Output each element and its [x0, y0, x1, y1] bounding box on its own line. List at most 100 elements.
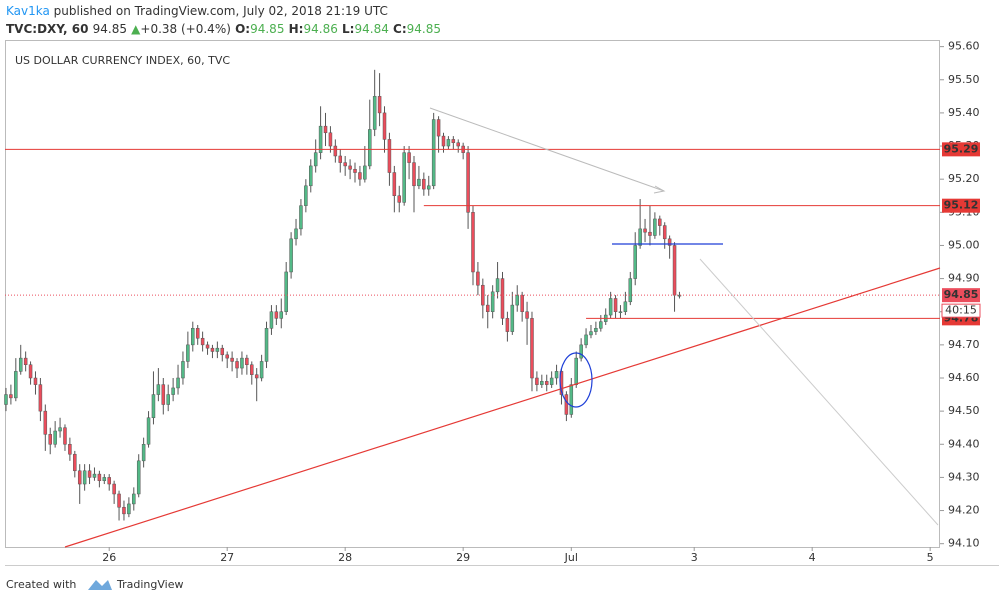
- candle-body: [495, 278, 500, 293]
- candle-body: [515, 294, 519, 306]
- candle-body: [33, 377, 38, 385]
- level-label: 95.12: [944, 199, 979, 212]
- candle-body: [500, 278, 505, 319]
- candle-body: [417, 178, 421, 187]
- candle-body: [520, 294, 524, 312]
- candle-body: [368, 129, 372, 167]
- candle-body: [505, 318, 510, 332]
- arrow-line: [429, 107, 665, 192]
- y-tick-label: 95.00: [948, 238, 980, 251]
- o: 94.85: [250, 22, 284, 36]
- x-tick-label: 4: [809, 551, 816, 564]
- candle-body: [77, 470, 82, 485]
- candle-body: [38, 384, 43, 412]
- candle-body: [205, 344, 210, 349]
- candle-body: [456, 142, 460, 147]
- candle-body: [451, 139, 456, 143]
- candle-body: [230, 357, 234, 362]
- candle-body: [348, 165, 352, 170]
- candle-body: [633, 245, 637, 279]
- candle-body: [618, 311, 623, 313]
- candle-body: [102, 477, 107, 481]
- y-tick-label: 94.10: [948, 537, 980, 550]
- candle-body: [667, 238, 672, 246]
- level-label-bg: [942, 142, 980, 157]
- candle-body: [289, 238, 293, 273]
- candle-body: [318, 125, 323, 153]
- projection-line: [699, 258, 939, 526]
- footer-brand[interactable]: TradingView: [116, 578, 183, 591]
- candle-body: [136, 460, 141, 495]
- candle-body: [343, 162, 347, 167]
- author[interactable]: Kav1ka: [6, 4, 50, 18]
- x-tick-label: 27: [220, 551, 234, 564]
- change: +0.38 (+0.4%): [140, 22, 231, 36]
- footer-created: Created with: [6, 578, 76, 591]
- candle-body: [176, 377, 180, 389]
- candle-body: [127, 503, 131, 515]
- level-label: 95.29: [944, 142, 979, 155]
- candle-body: [191, 328, 195, 346]
- candle-body: [112, 483, 116, 495]
- arrow-head: [653, 185, 666, 194]
- candle-body: [68, 444, 72, 455]
- candle-body: [304, 185, 308, 206]
- candle-body: [18, 357, 23, 372]
- candle-body: [259, 361, 264, 379]
- x-tick-label: Jul: [564, 551, 578, 564]
- candle-body: [554, 371, 559, 379]
- candle-body: [387, 139, 392, 173]
- candle-body: [161, 384, 166, 405]
- c: 94.85: [407, 22, 441, 36]
- candle-body: [299, 205, 303, 230]
- candle-body: [608, 298, 613, 316]
- candle-body: [313, 152, 318, 167]
- candle-body: [594, 328, 598, 332]
- candle-body: [613, 298, 618, 312]
- candle-body: [382, 112, 387, 140]
- last: 94.85: [93, 22, 127, 36]
- candle-body: [407, 152, 411, 163]
- y-tick-label: 95.40: [948, 106, 980, 119]
- candle-body: [466, 152, 470, 213]
- candle-body: [530, 318, 534, 379]
- candle-body: [294, 228, 298, 240]
- candle-body: [535, 377, 539, 385]
- c-label: C:: [393, 22, 407, 36]
- candle-body: [284, 271, 288, 312]
- candle-body: [245, 357, 249, 365]
- candle-body: [4, 394, 8, 405]
- header-line-2: TVC:DXY, 60 94.85 ▲+0.38 (+0.4%) O:94.85…: [6, 22, 441, 36]
- candle-body: [254, 374, 259, 379]
- header-line-1: Kav1ka published on TradingView.com, Jul…: [6, 4, 388, 18]
- candle-body: [628, 278, 633, 303]
- footer-logo: [88, 580, 112, 590]
- chart-title: US DOLLAR CURRENCY INDEX, 60, TVC: [15, 54, 230, 67]
- candle-body: [269, 311, 274, 329]
- y-tick-label: 95.50: [948, 73, 980, 86]
- candle-body: [97, 473, 102, 481]
- candle-body: [353, 168, 357, 173]
- candle-body: [549, 377, 554, 385]
- symbol: TVC:DXY, 60: [6, 22, 88, 36]
- candle-body: [584, 334, 588, 346]
- h-label: H:: [289, 22, 304, 36]
- candle-body: [58, 427, 62, 432]
- candle-body: [333, 145, 338, 157]
- candle-body: [397, 195, 402, 203]
- candle-body: [43, 410, 48, 435]
- candle-body: [73, 453, 77, 472]
- candle-body: [87, 470, 92, 478]
- candle-body: [166, 394, 170, 405]
- countdown-bg: [941, 303, 981, 318]
- candle-body: [23, 357, 28, 365]
- candle-body: [363, 165, 367, 180]
- candle-body: [9, 394, 13, 399]
- candle-body: [392, 172, 397, 196]
- candle-body: [14, 371, 18, 399]
- arrow: ▲: [131, 22, 141, 36]
- trend-line: [64, 267, 941, 548]
- x-tick-label: 26: [102, 551, 116, 564]
- candle-body: [540, 381, 544, 385]
